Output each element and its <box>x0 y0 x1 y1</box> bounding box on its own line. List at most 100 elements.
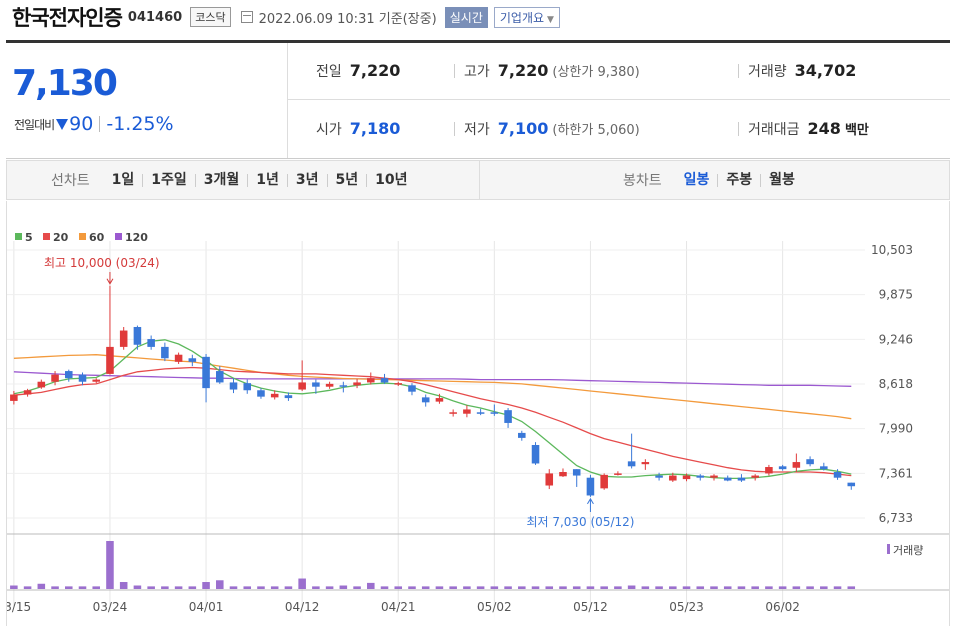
y-tick-label: 7,361 <box>879 466 913 480</box>
candle-body <box>778 466 787 470</box>
ma5-line <box>13 339 852 480</box>
tab-10y[interactable]: 10년 <box>366 173 415 187</box>
volume-bar <box>820 586 828 589</box>
volume-bar <box>476 586 485 589</box>
stat-high: 고가 7,220 (상한가 9,380) <box>454 61 640 81</box>
stat-value: 248 <box>807 119 841 138</box>
change-value: 90 <box>69 113 94 135</box>
candle-body <box>586 477 595 496</box>
x-tick-label: 04/01 <box>189 600 224 614</box>
candle-body <box>188 358 197 362</box>
candle-body <box>504 410 512 423</box>
volume-bar <box>778 586 787 589</box>
volume-bar <box>600 586 608 589</box>
volume-bar <box>723 586 732 589</box>
realtime-button[interactable]: 실시간 <box>444 6 488 28</box>
volume-bar <box>847 586 856 589</box>
candle-body <box>394 383 403 385</box>
x-tick-label: 04/12 <box>285 600 320 614</box>
tab-monthly[interactable]: 월봉 <box>760 173 803 187</box>
y-tick-label: 9,246 <box>879 332 913 346</box>
candle-body <box>614 473 622 475</box>
volume-bar <box>270 586 279 589</box>
line-chart-label: 선차트 <box>51 173 90 189</box>
candle-body <box>820 466 828 470</box>
down-arrow-icon <box>56 118 69 130</box>
stat-label: 시가 <box>316 122 342 138</box>
volume-bar <box>833 586 842 589</box>
legend-swatch <box>115 233 122 240</box>
candle-body <box>833 472 842 478</box>
stat-value: 34,702 <box>794 61 857 80</box>
legend-swatch <box>79 233 86 240</box>
volume-bar <box>257 586 265 589</box>
candle-body <box>202 356 210 389</box>
candle-body <box>463 409 471 414</box>
stat-label: 저가 <box>464 122 490 138</box>
x-tick-label: 06/02 <box>765 600 800 614</box>
y-tick-label: 10,503 <box>871 243 913 257</box>
candle-body <box>353 382 361 386</box>
ma120-line <box>13 371 852 387</box>
candle-body <box>339 385 348 387</box>
candle-body <box>476 412 485 414</box>
price-change-row: 전일대비 90 -1.25% <box>14 113 174 135</box>
change-rate: -1.25% <box>106 113 174 135</box>
candle-body <box>133 326 142 345</box>
tab-5y[interactable]: 5년 <box>326 173 367 187</box>
candle-body <box>106 346 114 374</box>
volume-legend-swatch <box>887 544 890 554</box>
candle-body <box>216 371 224 383</box>
candle-body <box>78 374 87 382</box>
candle-body <box>765 467 773 474</box>
candle-body <box>23 390 32 395</box>
stock-chart: 10,503 9,875 9,246 8,618 7,990 7,361 6,733 5 20 6… <box>0 201 950 626</box>
tab-weekly[interactable]: 주봉 <box>717 173 760 187</box>
candle-chart-label: 봉차트 <box>623 173 662 189</box>
stat-label: 거래대금 <box>748 122 800 138</box>
tab-1y[interactable]: 1년 <box>247 173 287 187</box>
datetime-basis: 기준(장중) <box>378 11 437 27</box>
divider <box>6 40 950 43</box>
upper-limit: (상한가 9,380) <box>552 65 640 80</box>
volume-bar <box>751 586 759 589</box>
stats-row-2: 시가 7,180 저가 7,100 (하한가 5,060) 거래대금 248 백만 <box>288 101 950 158</box>
divider <box>99 116 101 132</box>
volume-bar <box>119 582 128 589</box>
change-label: 전일대비 <box>14 117 55 132</box>
volume-bar <box>339 585 348 589</box>
candle-body <box>696 475 705 478</box>
volume-bar <box>463 586 471 589</box>
candlestick-chart: 10,503 9,875 9,246 8,618 7,990 7,361 6,733 5 20 6… <box>0 231 949 614</box>
legend-swatch <box>43 233 50 240</box>
candle-body <box>380 378 389 383</box>
candle-body <box>627 461 636 467</box>
tab-1d[interactable]: 1일 <box>111 171 135 188</box>
candle-body <box>147 339 155 347</box>
volume-bar <box>312 586 320 589</box>
tab-1w[interactable]: 1주일 <box>142 173 195 187</box>
company-overview-dropdown[interactable]: 기업개요 ▼ <box>493 6 560 28</box>
chart-period-tabs: 선차트 1일 1주일 3개월 1년 3년 5년 10년 봉차트 일봉 주봉 월봉 <box>6 160 950 200</box>
candle-body <box>161 346 169 359</box>
volume-bar <box>133 585 142 589</box>
volume-bar <box>669 586 677 589</box>
volume-bar <box>229 586 238 589</box>
volume-bar <box>174 586 183 589</box>
candle-body <box>325 383 334 387</box>
divider <box>479 161 480 199</box>
volume-bar <box>106 541 114 589</box>
y-tick-label: 8,618 <box>879 377 913 391</box>
line-chart-tabs: 선차트 1일 1주일 3개월 1년 3년 5년 10년 <box>51 161 416 199</box>
x-tick-label: 05/23 <box>669 600 704 614</box>
candle-body <box>174 354 183 362</box>
x-tick-label: 05/02 <box>477 600 512 614</box>
candle-body <box>92 379 101 382</box>
market-badge: 코스닥 <box>190 7 231 27</box>
tab-3y[interactable]: 3년 <box>286 173 327 187</box>
company-name: 한국전자인증 <box>12 6 123 30</box>
calendar-icon <box>240 11 253 23</box>
stat-low: 저가 7,100 (하한가 5,060) <box>454 119 640 139</box>
tab-3m[interactable]: 3개월 <box>194 173 248 187</box>
tab-daily[interactable]: 일봉 <box>683 171 710 188</box>
